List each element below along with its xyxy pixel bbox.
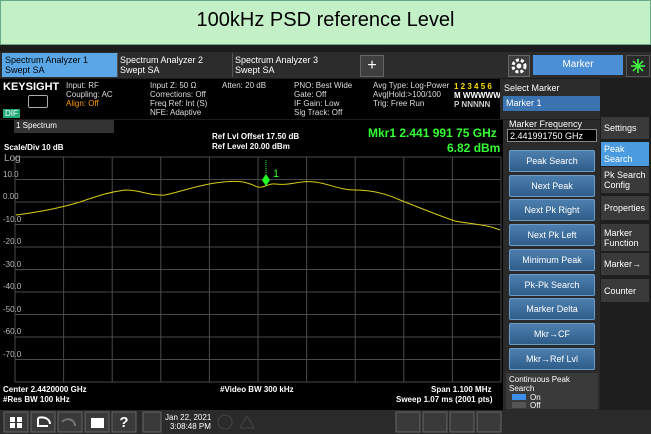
mode-menu[interactable]: Marker [533, 55, 623, 75]
sweep: Sweep 1.07 ms (2001 pts) [396, 395, 493, 404]
tab[interactable] [117, 53, 230, 77]
softkey[interactable]: Minimum Peak [509, 248, 595, 271]
toggle-label: Continuous Peak Search [509, 375, 570, 393]
softkey[interactable]: Next Pk Right [509, 199, 595, 222]
y-label: 10.0 [3, 169, 19, 179]
ref-level: Ref Level 20.00 dBm [212, 142, 290, 151]
info-text: Freq Ref: Int (S) [150, 99, 208, 108]
tab[interactable] [2, 53, 130, 77]
taskbar-date: Jan 22, 2021 [165, 413, 212, 422]
ref-offset: Ref Lvl Offset 17.50 dB [212, 132, 300, 141]
info-text: Input: RF [66, 81, 99, 90]
field-label: Marker Frequency [509, 119, 583, 129]
side-tab[interactable]: Marker Function [601, 224, 649, 251]
banner [0, 0, 651, 45]
gear [511, 58, 527, 74]
center: Center 2.4420000 GHz [3, 385, 87, 394]
toggle-on-box [512, 394, 526, 400]
status-glyph [631, 59, 645, 73]
settings-icon[interactable] [508, 55, 530, 77]
badge: DIF [3, 109, 20, 118]
info-text: IF Gain: Low [294, 99, 340, 108]
info-text: Align: Off [66, 99, 99, 108]
tab-title: Spectrum Analyzer 1 [5, 55, 89, 65]
marker-label: 1 [273, 168, 280, 180]
side-tab[interactable]: Peak Search [601, 142, 649, 166]
side-tab[interactable]: Settings [601, 117, 649, 139]
add-tab[interactable]: + [360, 55, 384, 77]
tab-title: Spectrum Analyzer 3 [235, 55, 319, 65]
status-icon[interactable] [626, 55, 650, 77]
softkey[interactable]: Next Peak [509, 174, 595, 197]
marker-level: 6.82 dBm [447, 141, 501, 155]
window-title: 1 Spectrum [16, 121, 57, 130]
y-label: -60.0 [3, 327, 22, 336]
scale: Scale/Div 10 dB [4, 143, 64, 152]
side-tab[interactable]: Marker→ [601, 253, 649, 275]
tab-subtitle: Swept SA [120, 65, 160, 75]
side-tab[interactable]: Pk Search Config [601, 167, 649, 193]
usb-icon [28, 95, 48, 108]
info-text: Coupling: AC [66, 90, 113, 99]
trace-indicator: M WWWWW [454, 91, 501, 100]
softkey[interactable]: Marker Delta [509, 298, 595, 321]
svg-text:?: ? [119, 414, 128, 431]
toggle-off: Off [530, 401, 541, 410]
banner-title: 100kHz PSD reference Level [196, 9, 455, 31]
y-label: -30.0 [3, 259, 22, 269]
tab-title: Spectrum Analyzer 2 [120, 55, 204, 65]
trace-indicator: 1 2 3 4 5 6 [454, 82, 492, 91]
info-text: PNO: Best Wide [294, 81, 353, 90]
tab[interactable] [232, 53, 345, 77]
res-bw: #Res BW 100 kHz [3, 395, 70, 404]
softkey[interactable]: Pk-Pk Search [509, 273, 595, 296]
info-text: Gate: Off [294, 90, 327, 99]
softkey[interactable]: Mkr→CF [509, 322, 595, 345]
toggle-on: On [530, 393, 541, 402]
marker-readout: Mkr1 2.441 991 75 GHz [368, 126, 497, 140]
info-text: Trig: Free Run [373, 99, 425, 108]
info-text: Corrections: Off [150, 90, 206, 99]
log: Log [4, 153, 21, 164]
y-label: 0.00 [3, 192, 19, 201]
y-label: -20.0 [3, 237, 22, 246]
plot [0, 120, 503, 410]
softkey[interactable]: Mkr→Ref Lvl [509, 347, 595, 370]
side-tab[interactable]: Properties [601, 196, 649, 220]
info-text: NFE: Adaptive [150, 108, 202, 117]
info-text: Avg|Hold:>100/100 [373, 90, 441, 99]
toggle-off-box [512, 402, 526, 408]
taskbar-time: 3:08:48 PM [170, 422, 211, 431]
softkey[interactable]: Next Pk Left [509, 224, 595, 247]
tab-subtitle: Swept SA [5, 65, 45, 75]
taskbar-icons: ? [3, 411, 502, 433]
select-marker-label: Select Marker [504, 83, 560, 93]
trace-indicator: P NNNNN [454, 100, 491, 109]
brand: KEYSIGHT [3, 81, 60, 93]
video-bw: #Video BW 300 kHz [220, 385, 294, 394]
y-label: -10.0 [3, 214, 22, 224]
y-label: -50.0 [3, 304, 22, 314]
info-text: Sig Track: Off [294, 108, 343, 117]
tab-subtitle: Swept SA [235, 65, 275, 75]
field-value[interactable]: 2.441991750 GHz [507, 129, 597, 142]
span: Span 1.100 MHz [431, 385, 492, 394]
y-label: -40.0 [3, 282, 22, 291]
side-tab[interactable]: Counter [601, 279, 649, 302]
y-label: -70.0 [3, 349, 22, 359]
softkey[interactable]: Peak Search [509, 150, 595, 172]
info-text: Atten: 20 dB [222, 81, 267, 90]
info-text: Avg Type: Log-Power [373, 81, 450, 90]
info-text: Input Z: 50 Ω [150, 81, 197, 90]
